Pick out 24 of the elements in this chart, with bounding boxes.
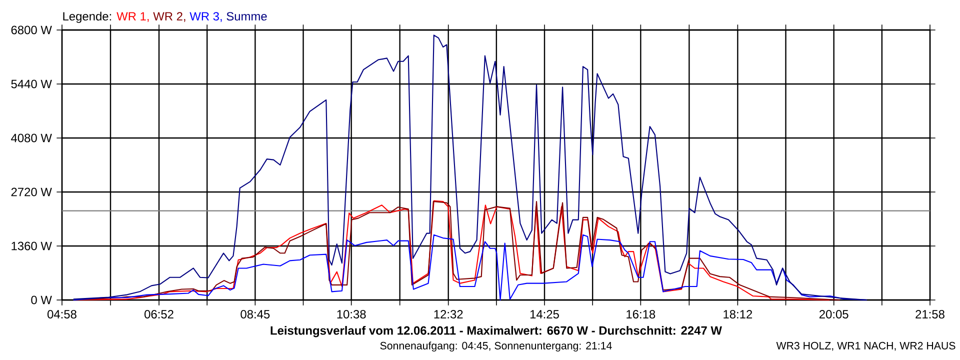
text: Sonnenaufgang: 04:45, Sonnenuntergang: 21:14 [380, 342, 612, 352]
y-tick-label: 0 W [31, 296, 52, 304]
text: WR 2, [153, 12, 186, 22]
text: WR 1, [116, 12, 149, 22]
text: WR3 HOLZ, WR1 NACH, WR2 HAUS [776, 342, 956, 351]
y-tick-label: 1360 W [12, 242, 52, 250]
legend-title: Legende: [63, 12, 112, 23]
x-tick-label: 18:12 [724, 310, 752, 318]
y-tick-label: 4080 W [11, 134, 52, 142]
x-tick-label: 20:05 [819, 310, 848, 318]
x-tick-label: 10:38 [337, 310, 366, 318]
y-tick-label: 5440 W [11, 80, 52, 88]
y-tick-label: 2720 W [11, 188, 52, 196]
x-tick-label: 12:32 [434, 310, 463, 318]
x-tick-label: 14:25 [530, 310, 559, 318]
x-tick-label: 16:18 [626, 310, 656, 318]
text: Summe [226, 12, 267, 21]
x-tick-label: 08:45 [240, 310, 270, 318]
text: WR 3, [190, 12, 222, 22]
text: Leistungsverlauf vom 12.06.2011 - Maximalwert: 6670 W - Durchschnitt: 2247 W [270, 326, 722, 338]
x-tick-label: 06:52 [144, 310, 174, 318]
x-tick-label: 04:58 [48, 310, 76, 318]
y-tick-label: 6800 W [11, 26, 52, 34]
x-tick-label: 21:58 [916, 310, 944, 318]
